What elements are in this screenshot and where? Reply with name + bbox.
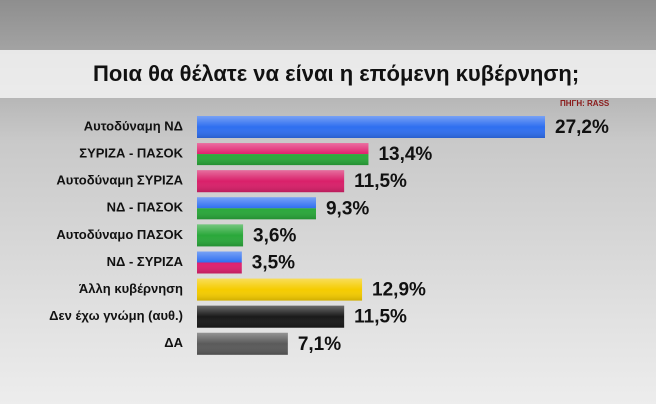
category-label: Δεν έχω γνώμη (αυθ.) bbox=[49, 308, 183, 323]
value-label: 11,5% bbox=[354, 171, 407, 192]
value-label: 27,2% bbox=[555, 117, 609, 138]
bar bbox=[197, 224, 244, 247]
value-label: 3,5% bbox=[252, 253, 295, 274]
value-label: 9,3% bbox=[326, 198, 369, 219]
bar-shine bbox=[197, 170, 345, 193]
category-label: ΝΔ - ΣΥΡΙΖΑ bbox=[107, 254, 184, 269]
bar bbox=[197, 197, 316, 220]
category-label: ΣΥΡΙΖΑ - ΠΑΣΟΚ bbox=[79, 146, 183, 161]
bar bbox=[197, 305, 345, 328]
bar-shine bbox=[197, 143, 369, 166]
chart-title: Ποια θα θέλατε να είναι η επόμενη κυβέρν… bbox=[93, 61, 579, 86]
bar bbox=[197, 116, 545, 138]
bar-shine bbox=[197, 305, 345, 328]
bar bbox=[197, 170, 345, 193]
value-label: 7,1% bbox=[298, 334, 341, 355]
category-label: ΝΔ - ΠΑΣΟΚ bbox=[107, 200, 184, 215]
bar-shine bbox=[197, 332, 288, 355]
category-label: Αυτοδύναμο ΠΑΣΟΚ bbox=[56, 227, 183, 242]
category-label: Αυτοδύναμη ΣΥΡΙΖΑ bbox=[56, 173, 183, 188]
title-band bbox=[0, 50, 656, 98]
source: ΠΗΓΗ: RASS bbox=[560, 99, 610, 108]
category-label: Αυτοδύναμη ΝΔ bbox=[84, 118, 183, 133]
bar bbox=[197, 278, 363, 301]
category-label: ΔΑ bbox=[164, 335, 183, 350]
bar-shine bbox=[197, 251, 242, 274]
bar bbox=[197, 332, 288, 355]
bar-shine bbox=[197, 278, 363, 301]
value-label: 13,4% bbox=[378, 144, 432, 165]
bar bbox=[197, 251, 242, 274]
bar-shine bbox=[197, 116, 545, 138]
value-label: 11,5% bbox=[354, 307, 407, 328]
value-label: 12,9% bbox=[372, 280, 426, 301]
value-label: 3,6% bbox=[253, 225, 296, 246]
bar-shine bbox=[197, 224, 244, 247]
bar bbox=[197, 143, 369, 166]
category-label: Άλλη κυβέρνηση bbox=[79, 281, 183, 296]
bar-shine bbox=[197, 197, 316, 220]
